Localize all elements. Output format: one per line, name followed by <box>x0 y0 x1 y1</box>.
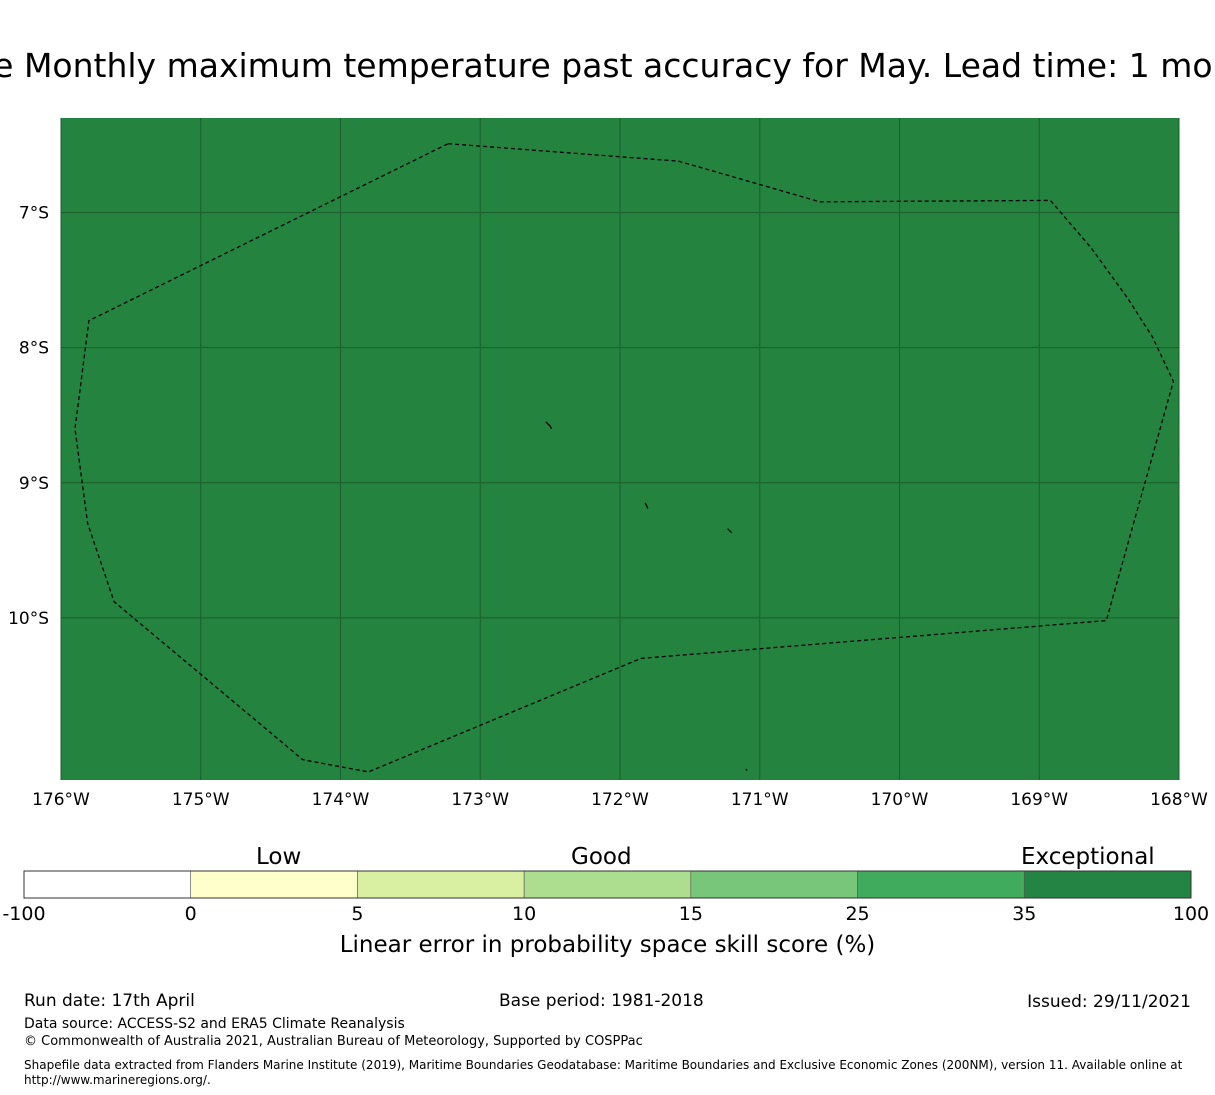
colorbar-bin <box>523 870 692 899</box>
colorbar-tick-label: 100 <box>1173 903 1209 925</box>
colorbar-bin <box>23 870 192 899</box>
latitude-tick-label: 10°S <box>8 609 49 629</box>
base-period: Base period: 1981-2018 <box>499 991 704 1011</box>
longitude-tick-label: 173°W <box>451 790 509 810</box>
longitude-tick-label: 176°W <box>32 790 90 810</box>
colorbar-label: Linear error in probability space skill … <box>339 932 876 958</box>
island-outline <box>727 528 733 534</box>
issued-date: Issued: 29/11/2021 <box>1027 992 1191 1012</box>
longitude-tick-label: 171°W <box>731 790 789 810</box>
longitude-tick-label: 175°W <box>172 790 230 810</box>
longitude-tick-label: 168°W <box>1150 790 1208 810</box>
data-source: Data source: ACCESS-S2 and ERA5 Climate … <box>24 1016 405 1032</box>
longitude-tick-label: 169°W <box>1010 790 1068 810</box>
colorbar-tick-label: -100 <box>2 903 45 925</box>
category-good: Good <box>571 844 632 870</box>
latitude-labels: 7°S 8°S 9°S 10°S <box>8 204 49 629</box>
colorbar-tick-label: 35 <box>1012 903 1036 925</box>
colorbar-bins <box>23 870 1192 899</box>
colorbar-bin <box>690 870 858 899</box>
colorbar-tick-label: 10 <box>512 903 536 925</box>
colorbar-outline <box>23 870 1192 899</box>
longitude-tick-label: 172°W <box>591 790 649 810</box>
copyright: © Commonwealth of Australia 2021, Austra… <box>24 1034 643 1049</box>
colorbar: -100 0 5 10 15 25 35 100 <box>2 870 1209 925</box>
category-exceptional: Exceptional <box>1021 844 1155 870</box>
island-outline <box>644 502 649 509</box>
skill-map: 176°W 175°W 174°W 173°W 172°W 171°W 170°W 169°W… <box>8 118 1208 810</box>
latitude-tick-label: 7°S <box>19 204 49 224</box>
colorbar-tick-label: 15 <box>679 903 703 925</box>
colorbar-ticks: -100 0 5 10 15 25 35 100 <box>2 903 1209 925</box>
longitude-tick-label: 170°W <box>871 790 929 810</box>
colorbar-tick-label: 5 <box>351 903 363 925</box>
islands <box>545 421 748 771</box>
colorbar-bin <box>357 870 525 899</box>
longitude-labels: 176°W 175°W 174°W 173°W 172°W 171°W 170°W 169°W… <box>32 790 1208 810</box>
map-title: le Monthly maximum temperature past accu… <box>0 44 1215 88</box>
category-low: Low <box>256 844 302 870</box>
run-date: Run date: 17th April <box>24 991 195 1011</box>
colorbar-bin <box>1023 870 1192 899</box>
latitude-tick-label: 8°S <box>19 339 49 359</box>
colorbar-bin <box>190 870 358 899</box>
colorbar-tick-label: 0 <box>185 903 197 925</box>
island-outline <box>545 421 553 429</box>
colorbar-tick-label: 25 <box>845 903 869 925</box>
colorbar-bin <box>857 870 1025 899</box>
graticule <box>60 118 1180 780</box>
island-outline <box>745 768 748 771</box>
latitude-tick-label: 9°S <box>19 474 49 494</box>
longitude-tick-label: 174°W <box>312 790 370 810</box>
shapefile-credit: Shapefile data extracted from Flanders M… <box>24 1058 1183 1087</box>
map-title-text: le Monthly maximum temperature past accu… <box>0 46 1213 85</box>
